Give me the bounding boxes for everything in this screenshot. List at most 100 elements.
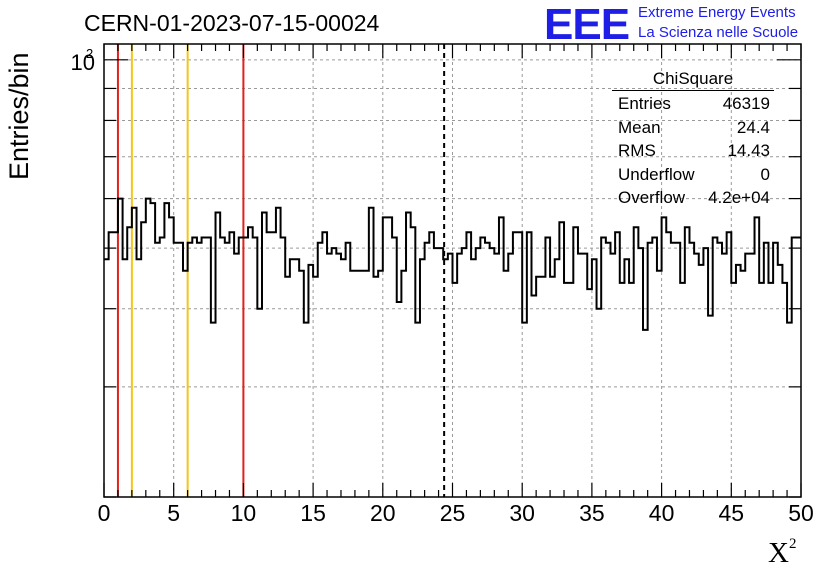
histogram-bin	[597, 309, 602, 497]
stats-label: Underflow	[618, 164, 695, 184]
histogram-bin	[657, 271, 662, 497]
stats-value: 14.43	[727, 141, 770, 160]
histogram-bin	[109, 232, 114, 497]
histogram-bin	[267, 232, 272, 497]
x-axis-label-text: X	[768, 537, 789, 569]
histogram-bin	[336, 254, 341, 497]
x-tick-label: 40	[649, 500, 675, 526]
logo-line-2: La Scienza nelle Scuole	[638, 24, 799, 41]
axis-ticks	[103, 44, 802, 498]
histogram-bin	[745, 254, 750, 497]
histogram-bin	[587, 289, 592, 497]
y-axis-label: Entries/bin	[4, 52, 34, 180]
histogram-bin	[401, 271, 406, 497]
histogram-bin	[146, 199, 151, 497]
histogram-bin	[355, 271, 360, 497]
histogram-bin	[160, 237, 165, 497]
histogram-bin	[606, 243, 611, 497]
histogram-bin	[736, 265, 741, 497]
stats-title: ChiSquare	[612, 68, 774, 91]
stats-value: 46319	[722, 94, 770, 113]
histogram-bin	[504, 271, 509, 497]
histogram-bin	[220, 237, 225, 497]
histogram-bin	[202, 237, 207, 497]
histogram-bin	[295, 259, 300, 497]
stats-value: 24.4	[736, 117, 770, 137]
histogram-bin	[271, 232, 276, 497]
histogram-bin	[620, 283, 625, 497]
histogram-bin	[629, 283, 634, 497]
histogram-bin	[624, 259, 629, 497]
histogram-bin	[694, 254, 699, 497]
histogram-bin	[304, 323, 309, 497]
histogram-bin	[234, 254, 239, 497]
histogram-bin	[448, 254, 453, 497]
x-tick-label: 10	[231, 500, 257, 526]
histogram-bin	[453, 283, 458, 497]
x-tick-label: 15	[300, 500, 326, 526]
histogram-bin	[174, 243, 179, 497]
histogram-bin	[564, 283, 569, 497]
histogram-bin	[680, 283, 685, 497]
histogram-bin	[699, 265, 704, 497]
stats-row-mean: Mean 24.4	[612, 116, 774, 140]
histogram-bin	[578, 254, 583, 497]
x-tick-label: 45	[719, 500, 745, 526]
histogram-bin	[387, 217, 392, 497]
histogram-bin	[778, 265, 783, 497]
stats-box: ChiSquare Entries 46319 Mean 24.4 RMS 14.43…	[612, 68, 774, 210]
histogram-bin	[327, 254, 332, 497]
eee-logo: EEE Extreme Energy Events La Scienza nel…	[544, 0, 834, 49]
logo-mark: EEE	[544, 0, 630, 49]
histogram-bin	[513, 232, 518, 497]
x-tick-label: 30	[509, 500, 535, 526]
histogram-bin	[332, 248, 337, 497]
histogram-bin	[192, 237, 197, 497]
histogram-bin	[137, 259, 142, 497]
histogram-bin	[717, 243, 722, 497]
histogram-bin	[722, 254, 727, 497]
histogram-bin	[462, 248, 467, 497]
y-tick-label-exponent: 2	[86, 46, 93, 61]
histogram-bin	[397, 302, 402, 497]
x-tick-label: 0	[98, 500, 111, 526]
histogram-bin	[150, 203, 155, 497]
histogram-bin	[768, 283, 773, 497]
histogram-bin	[429, 232, 434, 497]
stats-value: 4.2e+04	[708, 188, 770, 207]
histogram-bin	[164, 203, 169, 497]
histogram-bin	[485, 243, 490, 497]
histogram-bin	[346, 243, 351, 497]
histogram-bin	[741, 271, 746, 497]
histogram-bin	[290, 259, 295, 497]
stats-label: Overflow	[618, 188, 686, 207]
histogram-bin	[555, 259, 560, 497]
histogram-bin	[360, 271, 365, 497]
histogram-bin	[531, 295, 536, 497]
histogram-bin	[141, 222, 146, 497]
histogram-bin	[178, 243, 183, 497]
stats-row-entries: Entries 46319	[612, 92, 774, 116]
histogram-bin	[364, 271, 369, 497]
histogram-bin	[169, 217, 174, 497]
x-axis-label-superscript: 2	[788, 536, 797, 552]
stats-row-rms: RMS 14.43	[612, 139, 774, 163]
stats-value: 0	[760, 164, 770, 184]
x-axis-label: X2	[768, 536, 796, 570]
histogram-bin	[643, 330, 648, 497]
histogram-bin	[425, 243, 430, 497]
stats-label: RMS	[618, 141, 656, 160]
histogram-bin	[494, 254, 499, 497]
histogram-bin	[341, 259, 346, 497]
histogram-bin	[457, 254, 462, 497]
histogram-bin	[569, 283, 574, 497]
chart-title: CERN-01-2023-07-15-00024	[84, 10, 380, 36]
histogram-bin	[415, 323, 420, 497]
histogram-bin	[490, 248, 495, 497]
histogram-bin	[350, 271, 355, 497]
histogram-bin	[211, 323, 216, 497]
histogram-bin	[466, 232, 471, 497]
stats-label: Mean	[618, 117, 661, 137]
logo-line-1: Extreme Energy Events	[638, 4, 796, 21]
